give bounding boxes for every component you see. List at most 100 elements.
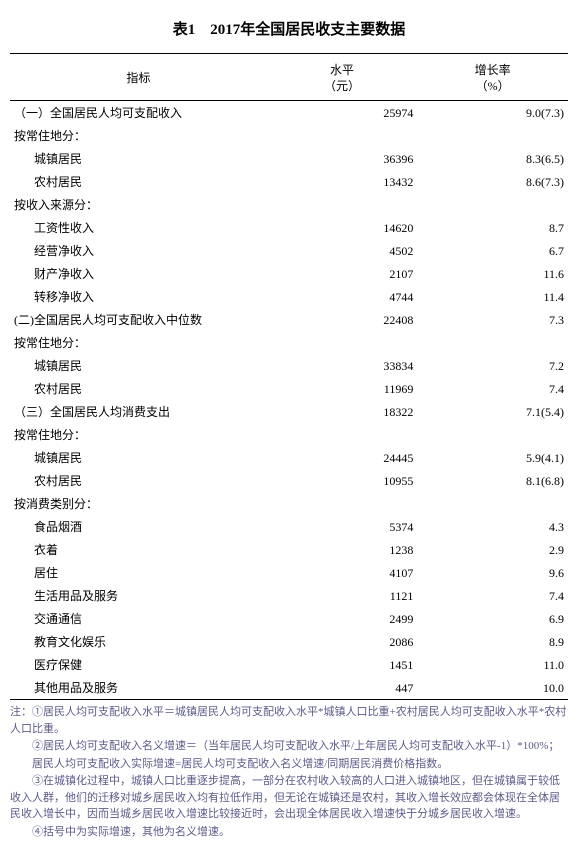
row-level: 18322: [267, 400, 418, 423]
table-row: 食品烟酒53744.3: [10, 515, 568, 538]
row-label: （三）全国居民人均消费支出: [10, 400, 267, 423]
row-level: 4107: [267, 561, 418, 584]
row-level: 10955: [267, 469, 418, 492]
row-growth: 6.9: [417, 607, 568, 630]
row-label: （一）全国居民人均可支配收入: [10, 101, 267, 125]
table-row: 城镇居民338347.2: [10, 354, 568, 377]
row-level: 4502: [267, 239, 418, 262]
row-growth: 9.0(7.3): [417, 101, 568, 125]
table-row: 按常住地分：: [10, 124, 568, 147]
row-growth: [417, 124, 568, 147]
row-label: 财产净收入: [10, 262, 267, 285]
row-growth: 2.9: [417, 538, 568, 561]
table-row: 居住41079.6: [10, 561, 568, 584]
table-row: 衣着12382.9: [10, 538, 568, 561]
row-label: (二)全国居民人均可支配收入中位数: [10, 308, 267, 331]
table-row: 城镇居民244455.9(4.1): [10, 446, 568, 469]
row-level: [267, 492, 418, 515]
row-level: [267, 331, 418, 354]
row-label: 按消费类别分：: [10, 492, 267, 515]
row-growth: 5.9(4.1): [417, 446, 568, 469]
row-label: 转移净收入: [10, 285, 267, 308]
data-table: 指标 水平（元） 增长率（%） （一）全国居民人均可支配收入259749.0(7…: [10, 53, 568, 700]
row-growth: 11.6: [417, 262, 568, 285]
table-row: 城镇居民363968.3(6.5): [10, 147, 568, 170]
row-label: 医疗保健: [10, 653, 267, 676]
row-level: [267, 124, 418, 147]
row-label: 城镇居民: [10, 354, 267, 377]
row-level: 4744: [267, 285, 418, 308]
row-growth: 7.1(5.4): [417, 400, 568, 423]
row-growth: 6.7: [417, 239, 568, 262]
row-level: 5374: [267, 515, 418, 538]
header-growth: 增长率（%）: [417, 57, 568, 101]
row-label: 生活用品及服务: [10, 584, 267, 607]
footnote-line: ②居民人均可支配收入名义增速＝（当年居民人均可支配收入水平/上年居民人均可支配收…: [10, 738, 568, 755]
row-growth: [417, 423, 568, 446]
row-label: 农村居民: [10, 170, 267, 193]
row-label: 居住: [10, 561, 267, 584]
table-row: 生活用品及服务11217.4: [10, 584, 568, 607]
footnote-line: ③在城镇化过程中，城镇人口比重逐步提高，一部分在农村收入较高的人口进入城镇地区，…: [10, 773, 568, 823]
table-row: （一）全国居民人均可支配收入259749.0(7.3): [10, 101, 568, 125]
row-growth: 8.6(7.3): [417, 170, 568, 193]
row-level: 1451: [267, 653, 418, 676]
row-label: 交通通信: [10, 607, 267, 630]
table-row: 农村居民109558.1(6.8): [10, 469, 568, 492]
row-level: 1238: [267, 538, 418, 561]
header-level: 水平（元）: [267, 57, 418, 101]
row-label: 农村居民: [10, 377, 267, 400]
row-growth: 7.4: [417, 584, 568, 607]
row-growth: [417, 193, 568, 216]
table-row: 农村居民119697.4: [10, 377, 568, 400]
row-label: 经营净收入: [10, 239, 267, 262]
table-row: 其他用品及服务44710.0: [10, 676, 568, 700]
row-growth: 7.2: [417, 354, 568, 377]
row-level: 1121: [267, 584, 418, 607]
row-growth: 8.1(6.8): [417, 469, 568, 492]
row-growth: 7.4: [417, 377, 568, 400]
row-level: 2499: [267, 607, 418, 630]
row-label: 工资性收入: [10, 216, 267, 239]
row-level: 2107: [267, 262, 418, 285]
row-level: 36396: [267, 147, 418, 170]
row-label: 按收入来源分：: [10, 193, 267, 216]
header-indicator: 指标: [10, 57, 267, 101]
page-title: 表1 2017年全国居民收支主要数据: [10, 18, 568, 39]
row-label: 教育文化娱乐: [10, 630, 267, 653]
footnote-line: ④括号中为实际增速，其他为名义增速。: [10, 824, 568, 841]
row-growth: 8.9: [417, 630, 568, 653]
row-level: 33834: [267, 354, 418, 377]
table-row: 农村居民134328.6(7.3): [10, 170, 568, 193]
row-growth: 7.3: [417, 308, 568, 331]
row-label: 城镇居民: [10, 446, 267, 469]
footnotes: 注：①居民人均可支配收入水平＝城镇居民人均可支配收入水平*城镇人口比重+农村居民…: [10, 704, 568, 840]
row-growth: 8.3(6.5): [417, 147, 568, 170]
row-growth: 4.3: [417, 515, 568, 538]
row-label: 衣着: [10, 538, 267, 561]
row-label: 按常住地分：: [10, 423, 267, 446]
table-row: （三）全国居民人均消费支出183227.1(5.4): [10, 400, 568, 423]
row-growth: 11.4: [417, 285, 568, 308]
row-level: 13432: [267, 170, 418, 193]
row-label: 食品烟酒: [10, 515, 267, 538]
row-label: 农村居民: [10, 469, 267, 492]
table-row: 交通通信24996.9: [10, 607, 568, 630]
table-row: 医疗保健145111.0: [10, 653, 568, 676]
table-row: (二)全国居民人均可支配收入中位数224087.3: [10, 308, 568, 331]
row-level: [267, 423, 418, 446]
row-growth: [417, 492, 568, 515]
row-level: 2086: [267, 630, 418, 653]
row-label: 按常住地分：: [10, 124, 267, 147]
row-level: 14620: [267, 216, 418, 239]
row-level: 25974: [267, 101, 418, 125]
row-label: 城镇居民: [10, 147, 267, 170]
table-row: 经营净收入45026.7: [10, 239, 568, 262]
table-row: 教育文化娱乐20868.9: [10, 630, 568, 653]
table-row: 按常住地分：: [10, 423, 568, 446]
row-level: [267, 193, 418, 216]
row-growth: [417, 331, 568, 354]
table-row: 转移净收入474411.4: [10, 285, 568, 308]
row-level: 447: [267, 676, 418, 700]
table-header-row: 指标 水平（元） 增长率（%）: [10, 57, 568, 101]
